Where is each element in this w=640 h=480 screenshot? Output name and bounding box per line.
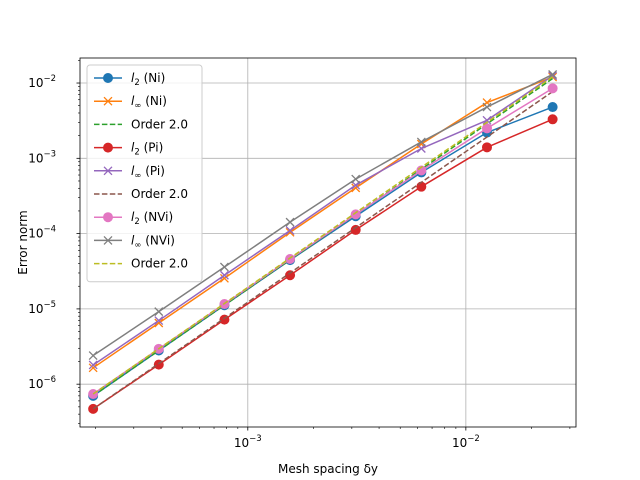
y-tick-label: 10−3: [28, 149, 56, 165]
data-point: [285, 253, 296, 264]
plot-frame: [79, 57, 577, 428]
legend-marker: [103, 235, 113, 245]
x-tick-label: 10−3: [234, 434, 262, 450]
series-line: [92, 90, 554, 410]
series-9: [92, 76, 554, 395]
legend-marker: [103, 212, 113, 223]
legend-marker: [103, 96, 113, 106]
y-tick-label: 10−4: [28, 225, 56, 241]
data-point: [88, 363, 98, 373]
legend-label: l∞ (NVi): [131, 233, 175, 250]
legend-entry: l∞ (NVi): [94, 233, 175, 250]
major-ticks: 10−3 10−2 10−6 10−5 10−4 10−3 10−2: [28, 74, 480, 450]
series-6: [92, 90, 554, 410]
data-point: [481, 123, 492, 134]
data-point: [219, 262, 229, 272]
series-line: [92, 76, 554, 395]
data-point: [350, 224, 361, 235]
legend-label: Order 2.0: [131, 187, 188, 201]
data-point: [548, 69, 558, 79]
data-point: [547, 114, 558, 125]
legend-label: Order 2.0: [131, 257, 188, 271]
data-point: [154, 318, 164, 328]
legend-entry: l∞ (Ni): [94, 94, 167, 111]
legend-label: Order 2.0: [131, 117, 188, 131]
legend: l2 (Ni) l∞ (Ni) Order 2.0 l2 (Pi) l∞ (Pi) Ord…: [86, 64, 203, 283]
legend-label: l∞ (Pi): [131, 164, 165, 181]
legend-entry: Order 2.0: [94, 187, 188, 201]
series-line: [92, 87, 554, 395]
data-point: [350, 209, 361, 220]
data-point: [351, 174, 361, 184]
data-point: [416, 144, 426, 153]
y-tick-label: 10−6: [28, 375, 56, 391]
data-point: [88, 389, 99, 400]
y-tick-label: 10−5: [28, 300, 56, 316]
data-point: [481, 142, 492, 153]
series-line: [92, 73, 553, 357]
y-tick-label: 10−2: [28, 74, 56, 90]
data-point: [482, 115, 492, 125]
series-line: [92, 106, 553, 397]
data-point: [154, 316, 164, 326]
legend-label: l2 (Pi): [131, 141, 163, 158]
series-line: [92, 118, 553, 410]
legend-entry: Order 2.0: [94, 117, 188, 131]
legend-marker: [103, 73, 113, 83]
legend-label: l2 (NVi): [131, 210, 173, 227]
legend-entry: Order 2.0: [94, 257, 188, 271]
legend-marker: [103, 166, 113, 176]
data-point: [416, 181, 427, 192]
data-point: [219, 270, 229, 280]
data-point: [285, 217, 295, 227]
x-tick-label: 10−2: [452, 434, 480, 450]
legend-entry: l∞ (Pi): [94, 164, 165, 181]
legend-entry: l2 (Ni): [94, 71, 165, 88]
data-point: [285, 227, 295, 237]
legend-label: l2 (Ni): [131, 71, 165, 88]
legend-label: l∞ (Ni): [131, 94, 167, 111]
legend-entry: l2 (NVi): [94, 210, 173, 227]
x-axis-label: Mesh spacing δy: [278, 462, 378, 476]
series-line: [92, 75, 554, 366]
data-point: [154, 307, 164, 317]
legend-box: [86, 64, 203, 283]
data-point: [482, 102, 492, 112]
y-axis-label: Error norm: [16, 210, 30, 274]
legend-marker: [103, 142, 113, 153]
series-2: [88, 72, 558, 373]
data-point: [88, 360, 98, 370]
legend-entry: l2 (Pi): [94, 141, 163, 158]
series-8: [88, 69, 558, 361]
data-point: [219, 273, 229, 283]
data-point: [547, 102, 558, 113]
data-point: [285, 226, 295, 235]
series-layer: [88, 69, 558, 414]
data-point: [547, 83, 558, 94]
data-point: [416, 137, 426, 147]
data-point: [88, 351, 98, 361]
data-point: [351, 183, 361, 193]
series-line: [92, 76, 553, 369]
series-5: [88, 71, 558, 370]
